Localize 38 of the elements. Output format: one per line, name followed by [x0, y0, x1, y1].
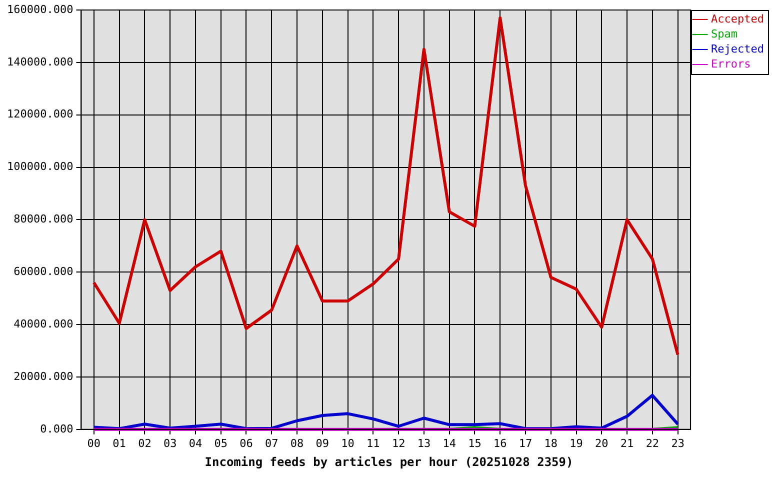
- x-tick-label: 02: [138, 436, 152, 450]
- x-tick-label: 01: [112, 436, 126, 450]
- x-tick-label: 14: [442, 436, 456, 450]
- y-tick-label: 100000.000: [6, 160, 74, 174]
- x-tick-label: 10: [341, 436, 354, 450]
- x-tick-label: 17: [518, 436, 532, 450]
- x-tick-label: 00: [87, 436, 101, 450]
- x-tick-label: 09: [316, 436, 330, 450]
- x-tick-label: 21: [620, 436, 634, 450]
- y-tick-label: 0.000: [40, 422, 74, 436]
- y-tick-label: 60000.000: [14, 264, 74, 278]
- y-tick-label: 80000.000: [14, 212, 74, 226]
- x-tick-label: 06: [240, 436, 253, 450]
- x-tick-label: 11: [366, 436, 380, 450]
- x-tick-label: 15: [468, 436, 482, 450]
- legend-label: Rejected: [711, 42, 764, 56]
- x-tick-label: 23: [671, 436, 684, 450]
- x-tick-label: 20: [595, 436, 608, 450]
- x-tick-label: 07: [265, 436, 278, 450]
- x-tick-label: 18: [544, 436, 558, 450]
- x-tick-label: 03: [163, 436, 177, 450]
- x-tick-label: 05: [214, 436, 228, 450]
- text: Incoming feeds by articles per hour (20251028 2359): [204, 454, 574, 469]
- y-tick-label: 120000.000: [6, 108, 74, 121]
- y-tick-label: 140000.000: [6, 55, 74, 68]
- y-tick-label: 20000.000: [14, 370, 74, 383]
- legend-label: Spam: [711, 27, 738, 40]
- y-tick-label: 160000.000: [6, 2, 74, 16]
- x-tick-label: 04: [188, 436, 202, 450]
- legend-label: Errors: [711, 57, 751, 70]
- x-tick-label: 12: [392, 436, 406, 450]
- y-tick-label: 40000.000: [14, 317, 74, 330]
- x-tick-label: 22: [646, 436, 660, 450]
- x-tick-label: 13: [417, 436, 431, 450]
- x-tick-label: 16: [493, 436, 507, 450]
- x-tick-label: 08: [290, 436, 304, 450]
- x-tick-label: 19: [570, 436, 583, 450]
- legend-label: Accepted: [711, 12, 764, 26]
